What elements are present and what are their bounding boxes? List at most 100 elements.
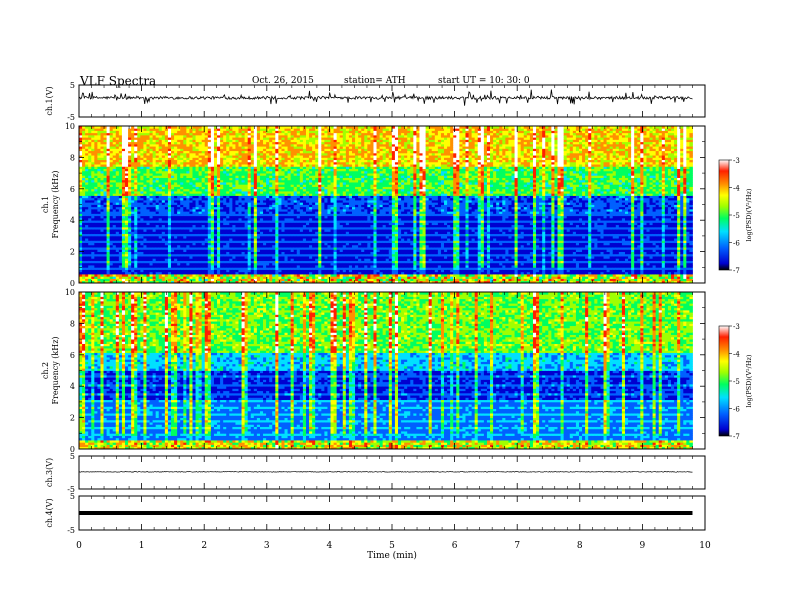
spectrogram-cell [110,218,113,221]
spectrogram-cell [232,240,235,243]
spectrogram-cell [288,249,291,252]
spectrogram-cell [159,139,162,142]
spectrogram-cell [183,265,186,268]
spectrogram-cell [122,249,125,252]
spectrogram-cell [165,178,168,181]
spectrogram-cell [119,155,122,158]
spectrogram-cell [196,225,199,228]
spectrogram-cell [285,234,288,237]
spectrogram-cell [88,139,91,142]
spectrogram-cell [275,130,278,133]
spectrogram-cell [125,178,128,181]
spectrogram-cell [153,272,156,275]
spectrogram-cell [140,272,143,275]
spectrogram-cell [205,146,208,149]
spectrogram-cell [125,202,128,205]
spectrogram-cell [260,225,263,228]
spectrogram-cell [272,130,275,133]
spectrogram-cell [171,139,174,142]
spectrogram-cell [171,178,174,181]
spectrogram-cell [196,146,199,149]
spectrogram-cell [94,146,97,149]
spectrogram-cell [183,240,186,243]
spectrogram-cell [113,202,116,205]
spectrogram-cell [189,240,192,243]
spectrogram-cell [107,202,110,205]
spectrogram-cell [146,187,149,190]
spectrogram-cell [235,139,238,142]
spectrogram-cell [269,162,272,165]
spectrogram-cell [263,249,266,252]
spectrogram-cell [229,249,232,252]
spectrogram-cell [97,178,100,181]
ch1-spectrogram-cells [79,126,693,283]
spectrogram-cell [150,209,153,212]
spectrogram-cell [217,256,220,259]
spectrogram-cell [254,139,257,142]
spectrogram-cell [128,202,131,205]
spectrogram-cell [168,202,171,205]
spectrogram-cell [260,256,263,259]
spectrogram-cell [254,171,257,174]
spectrogram-cell [254,146,257,149]
spectrogram-cell [281,234,284,237]
spectrogram-cell [242,249,245,252]
spectrogram-cell [153,234,156,237]
spectrogram-cell [263,265,266,268]
spectrogram-cell [128,225,131,228]
spectrogram-cell [94,256,97,259]
spectrogram-cell [79,272,82,275]
spectrogram-cell [223,209,226,212]
spectrogram-cell [82,225,85,228]
spectrogram-cell [146,193,149,196]
spectrogram-cell [281,187,284,190]
spectrogram-cell [159,171,162,174]
spectrogram-cell [85,155,88,158]
spectrogram-cell [285,225,288,228]
spectrogram-cell [226,178,229,181]
spectrogram-cell [174,249,177,252]
spectrogram-cell [79,240,82,243]
spectrogram-cell [183,272,186,275]
spectrogram-cell [107,130,110,133]
spectrogram-cell [88,193,91,196]
spectrogram-cell [269,209,272,212]
spectrogram-cell [110,209,113,212]
spectrogram-cell [162,171,165,174]
spectrogram-cell [116,139,119,142]
spectrogram-cell [100,171,103,174]
spectrogram-cell [254,218,257,221]
spectrogram-cell [100,218,103,221]
spectrogram-cell [260,187,263,190]
spectrogram-cell [211,234,214,237]
spectrogram-cell [162,139,165,142]
spectrogram-cell [257,272,260,275]
spectrogram-cell [263,225,266,228]
spectrogram-cell [214,240,217,243]
spectrogram-cell [119,272,122,275]
spectrogram-cell [113,209,116,212]
spectrogram-cell [260,234,263,237]
spectrogram-cell [162,155,165,158]
spectrogram-cell [174,209,177,212]
spectrogram-cell [220,256,223,259]
spectrogram-cell [272,225,275,228]
spectrogram-cell [110,240,113,243]
spectrogram-cell [205,218,208,221]
spectrogram-cell [232,249,235,252]
spectrogram-cell [162,225,165,228]
spectrogram-cell [82,240,85,243]
spectrogram-cell [137,187,140,190]
spectrogram-cell [100,130,103,133]
spectrogram-cell [235,162,238,165]
spectrogram-cell [211,256,214,259]
spectrogram-cell [180,202,183,205]
spectrogram-cell [208,218,211,221]
spectrogram-cell [159,265,162,268]
spectrogram-cell [153,155,156,158]
spectrogram-cell [239,218,242,221]
spectrogram-cell [134,155,137,158]
spectrogram-cell [186,130,189,133]
spectrogram-cell [232,272,235,275]
spectrogram-cell [159,193,162,196]
